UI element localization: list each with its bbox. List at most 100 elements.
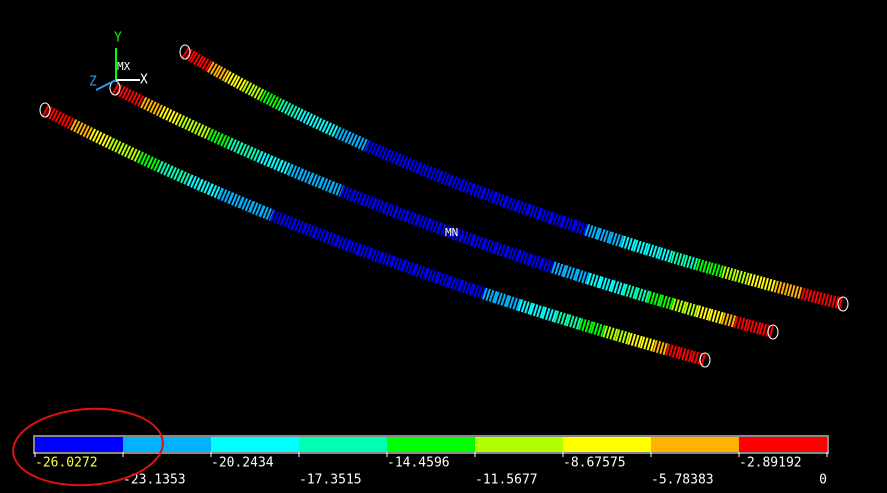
beam-segment (256, 150, 272, 167)
beam-segment (814, 291, 831, 307)
beam-segment (197, 124, 213, 140)
beam-segment (269, 209, 285, 226)
beam-end (39, 102, 51, 118)
legend-value: -5.78383 (651, 473, 714, 488)
beam-segment (614, 329, 631, 345)
beam-segment (248, 201, 264, 217)
min-label: MN (445, 226, 458, 239)
beam-segment (325, 122, 340, 138)
beam-segment (224, 71, 239, 87)
beam-segment (315, 117, 331, 134)
beam-segment (608, 231, 625, 248)
beam-segment (565, 314, 582, 330)
beam-segment (287, 164, 303, 180)
beam-segment (60, 114, 76, 130)
legend-band (739, 437, 827, 452)
beam-segment (634, 287, 651, 303)
legend-value: -26.0272 (35, 456, 98, 471)
beam-segment (291, 218, 307, 234)
beam-segment (178, 115, 193, 131)
z-axis (95, 79, 117, 91)
beam-segment (250, 85, 266, 101)
beam-segment (620, 235, 637, 252)
beam-segment (590, 321, 607, 338)
beam-end (179, 44, 191, 60)
legend-band (387, 437, 475, 452)
legend-value: -8.67575 (563, 456, 626, 471)
beam-segment (121, 87, 137, 103)
beam-segment (733, 315, 750, 331)
beam-segment (186, 174, 202, 190)
beam-segment (403, 210, 420, 226)
beam-segment (426, 166, 442, 182)
beam-segment (216, 133, 232, 149)
beam-segment (708, 308, 725, 324)
annotation-circle (12, 407, 164, 487)
beam-segment (345, 239, 361, 255)
beam-segment (541, 306, 558, 323)
beam-segment (378, 251, 395, 268)
beam-segment (800, 287, 818, 303)
z-label: Z (89, 75, 97, 90)
legend-band (475, 437, 563, 452)
beam-segment (241, 80, 257, 96)
legend-value: -11.5677 (475, 473, 538, 488)
beam-segment (166, 165, 182, 181)
beam-segment (393, 206, 409, 222)
beam-segment (448, 226, 464, 242)
beam-segment (350, 189, 366, 205)
beam-segment (127, 147, 143, 163)
beam-segment (374, 144, 390, 161)
beam-segment (760, 276, 777, 293)
beam-segment (158, 105, 174, 122)
beam-segment (323, 231, 339, 247)
beam-segment (312, 226, 328, 243)
legend-band (299, 437, 387, 452)
beam-segment (389, 255, 406, 272)
beam-end (699, 352, 711, 368)
beam-segment (364, 140, 380, 156)
x-label: X (140, 73, 148, 88)
beam-segment (734, 269, 751, 285)
beam-segment (277, 159, 293, 176)
beam-end (767, 324, 779, 340)
beam-segment (246, 146, 262, 162)
beam-segment (356, 243, 372, 259)
beam-segment (305, 113, 321, 129)
beam-segment (492, 191, 508, 208)
beam-segment (602, 325, 619, 341)
beam-segment (773, 280, 791, 296)
beam-segment (470, 234, 486, 250)
beam-segment (117, 142, 133, 159)
beam-segment (328, 181, 344, 197)
beam-segment (384, 149, 400, 165)
beam-segment (280, 214, 296, 230)
beam-end (837, 296, 849, 312)
beam-segment (405, 157, 421, 174)
beam-segment (344, 131, 360, 147)
beam-segment (652, 340, 669, 356)
beam-segment (658, 294, 675, 310)
beam-segment (690, 350, 707, 366)
beam-segment (51, 109, 67, 125)
beam-segment (334, 235, 350, 251)
beam-segment (721, 266, 738, 282)
beam-segment (458, 179, 475, 195)
beam-segment (147, 156, 162, 172)
beam-segment (79, 123, 95, 140)
beam-segment (425, 218, 442, 234)
beam-segment (480, 187, 497, 203)
beam-segment (130, 92, 146, 108)
beam-segment (367, 247, 383, 264)
beam-segment (198, 56, 213, 72)
legend-band (35, 437, 123, 452)
beam-segment (665, 343, 682, 359)
legend-band (651, 437, 739, 452)
beam-segment (695, 258, 712, 274)
y-label: Y (114, 31, 122, 46)
beam-segment (232, 75, 248, 92)
legend-band (563, 437, 651, 452)
beam-segment (176, 170, 192, 186)
beam-segment (268, 94, 284, 111)
legend: -26.0272 -23.1353 -20.2434 -17.3515 -14.4596… (33, 435, 829, 488)
